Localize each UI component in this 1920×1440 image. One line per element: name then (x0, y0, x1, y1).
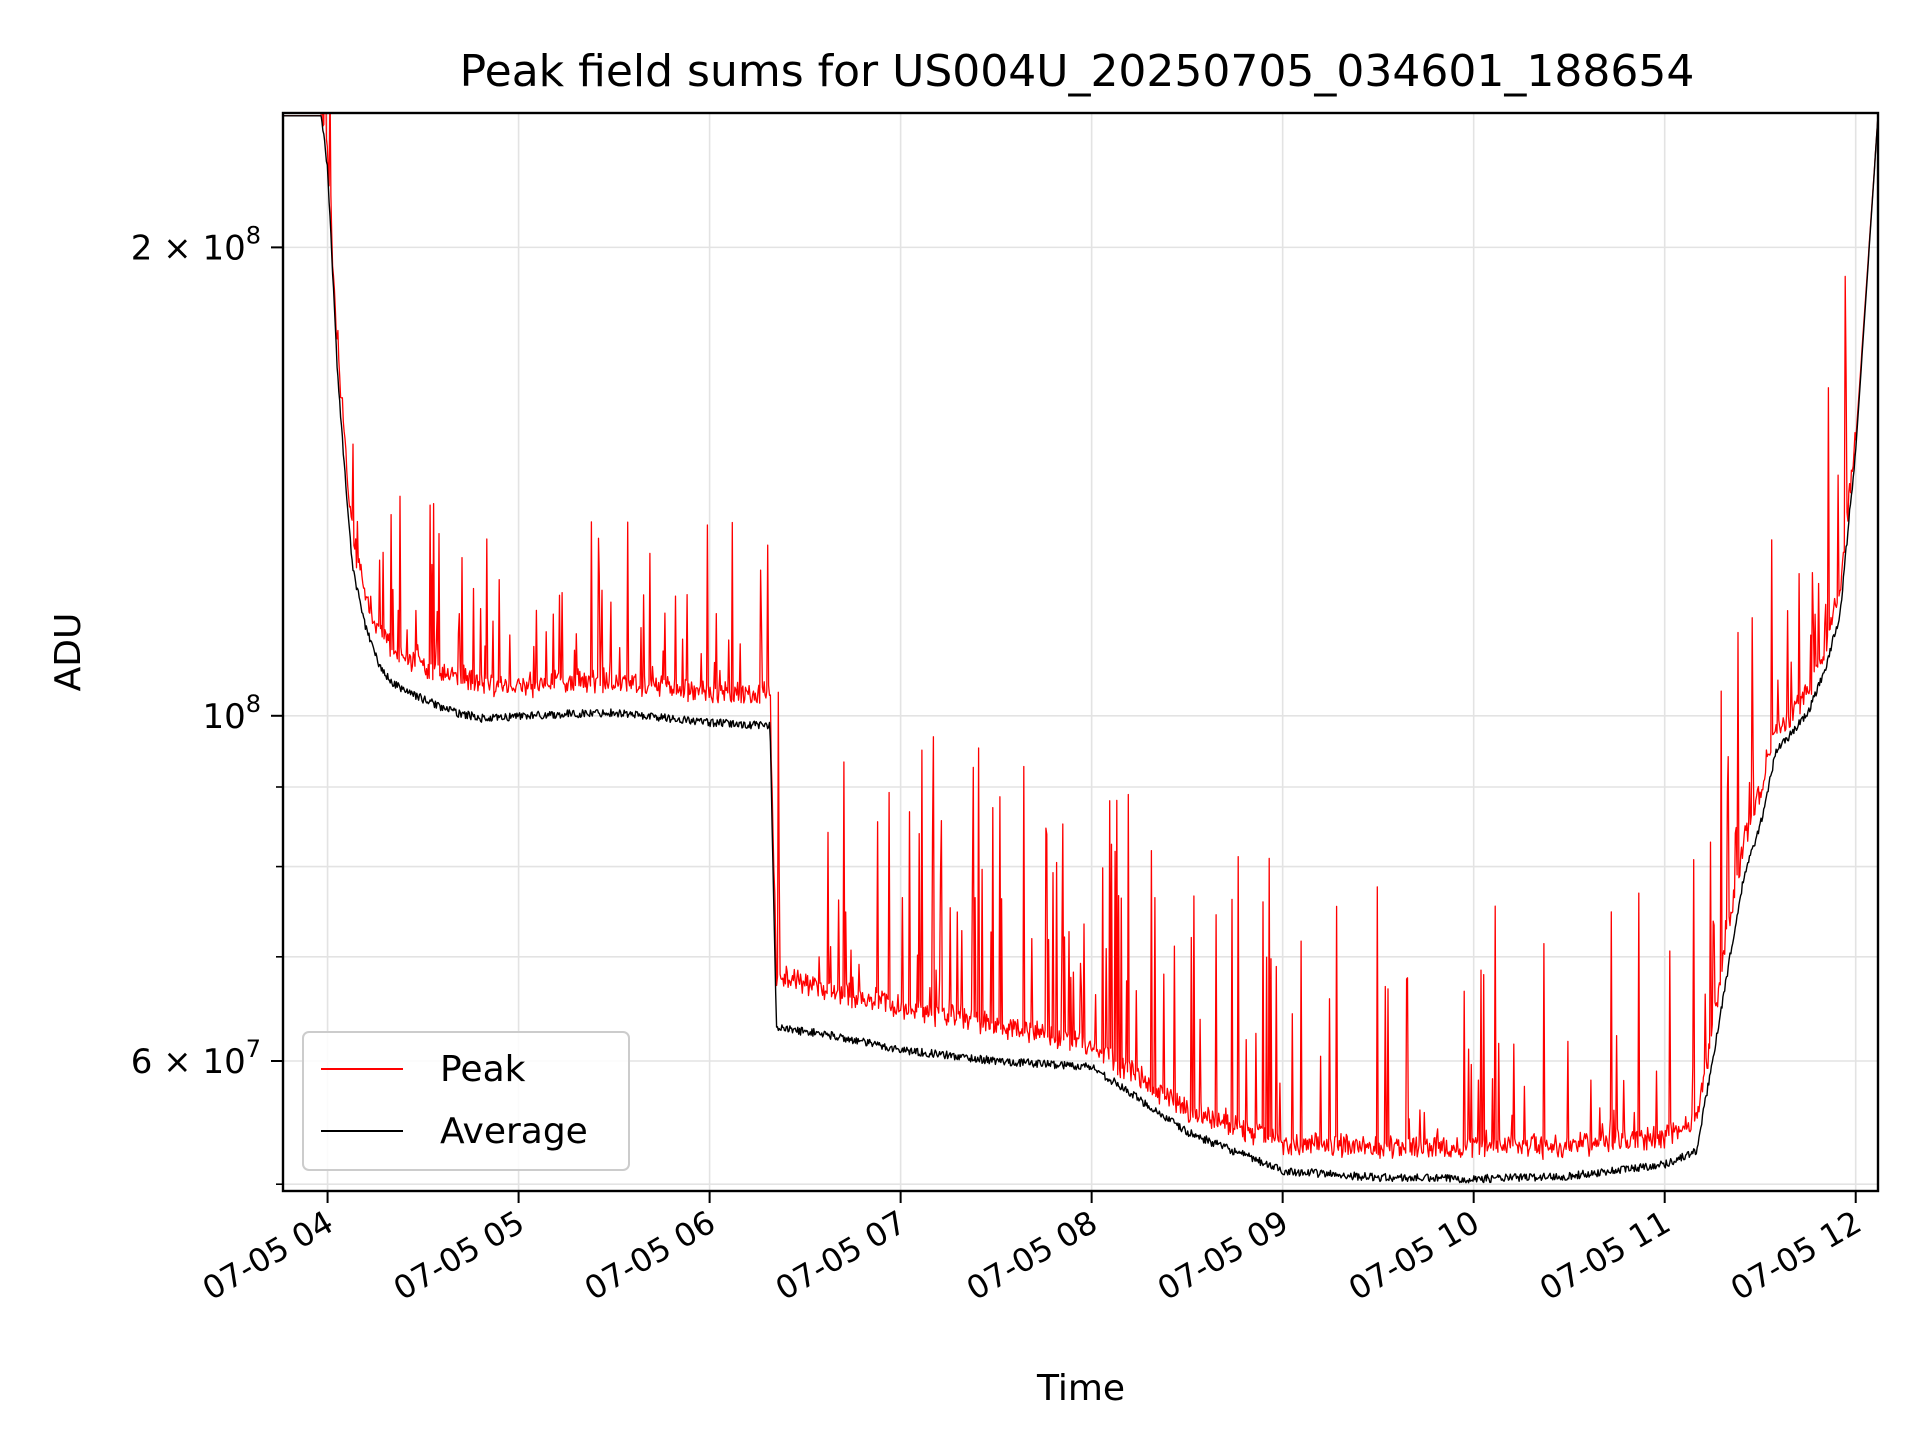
x-tick-label: 07-05 10 (1342, 1203, 1486, 1308)
x-axis: 07-05 04 07-05 05 07-05 06 07-05 07 07-05 08… (196, 1191, 1868, 1308)
y-tick-label: 108 (202, 690, 261, 737)
x-tick-label: 07-05 09 (1151, 1203, 1295, 1308)
plot-area (283, 113, 1878, 1184)
x-tick-label: 07-05 04 (196, 1203, 340, 1308)
chart-title: Peak field sums for US004U_20250705_0346… (460, 46, 1695, 97)
x-axis-label: Time (1036, 1368, 1125, 1409)
x-tick-label: 07-05 05 (387, 1203, 531, 1308)
series-line-peak (283, 113, 1878, 1161)
legend: Peak Average (302, 1031, 630, 1171)
series-line-average (283, 115, 1878, 1184)
y-axis: 2 × 108 108 6 × 107 (131, 221, 283, 1186)
y-tick-label: 6 × 107 (131, 1035, 261, 1082)
legend-label-average: Average (440, 1111, 588, 1152)
x-tick-label: 07-05 08 (960, 1203, 1104, 1308)
y-tick-label: 2 × 108 (131, 221, 261, 268)
x-tick-label: 07-05 11 (1533, 1203, 1677, 1308)
x-tick-label: 07-05 06 (578, 1203, 722, 1308)
legend-label-peak: Peak (440, 1049, 526, 1090)
axes-frame (281, 111, 1880, 1193)
x-tick-label: 07-05 07 (769, 1203, 913, 1308)
legend-box (302, 1031, 630, 1171)
y-axis-label: ADU (48, 613, 89, 692)
x-tick-label: 07-05 12 (1724, 1203, 1868, 1308)
